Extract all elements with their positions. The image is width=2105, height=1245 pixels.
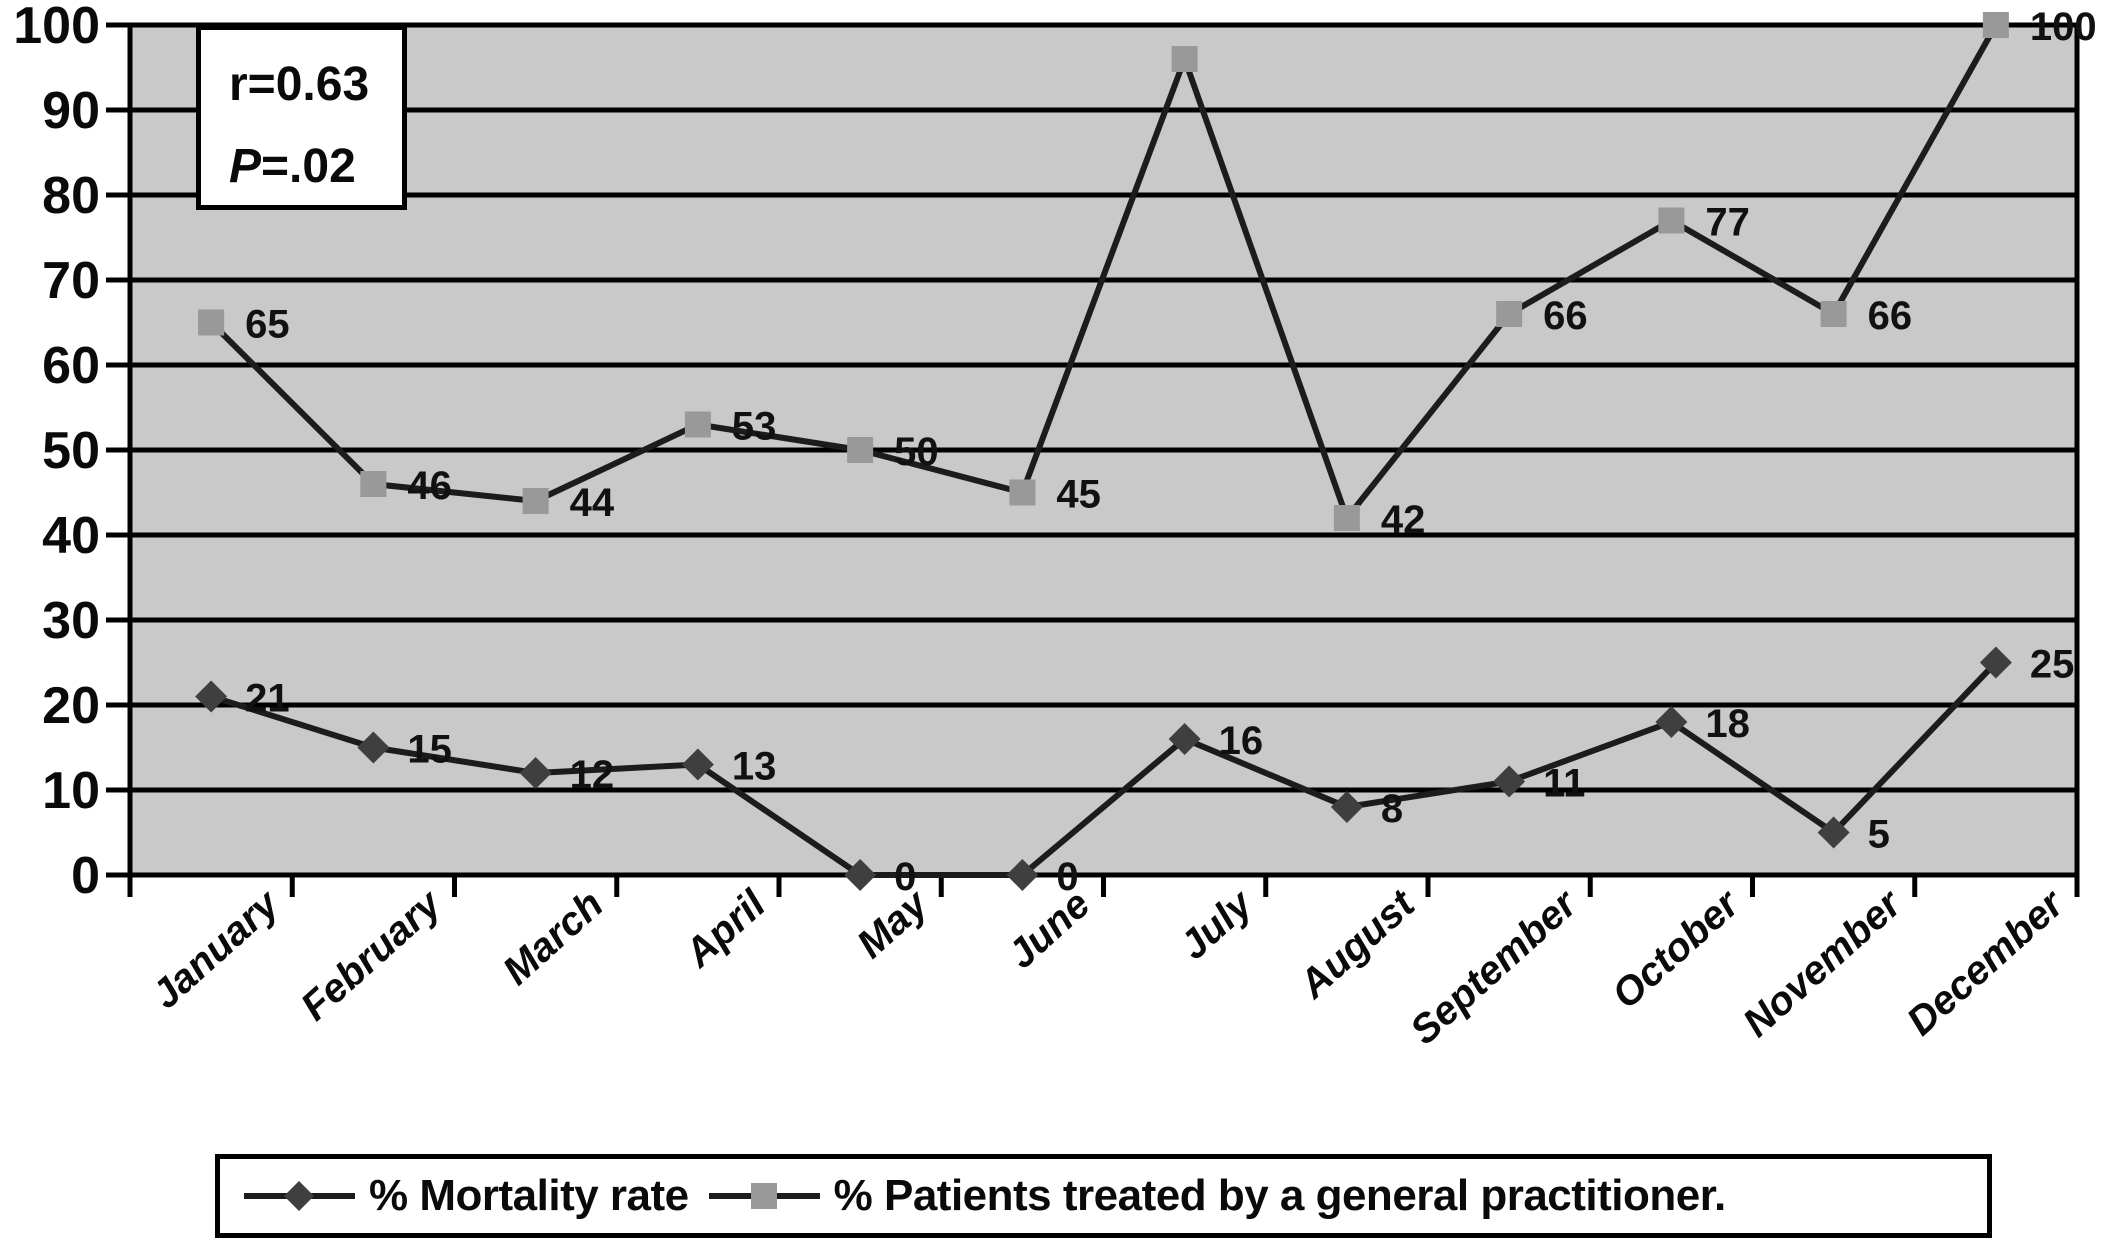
point-label: 50 — [894, 430, 939, 474]
diamond-marker-icon — [244, 1181, 355, 1211]
point-label: 15 — [407, 728, 452, 772]
diamond-marker — [1006, 859, 1039, 891]
x-tick-label: September — [1402, 880, 1587, 1053]
square-marker — [1658, 207, 1685, 234]
point-label: 66 — [1868, 294, 1913, 338]
y-tick-label: 50 — [42, 422, 100, 480]
point-label: 0 — [894, 855, 916, 899]
point-label: 66 — [1543, 294, 1588, 338]
point-label: 5 — [1868, 813, 1890, 857]
point-label: 0 — [1056, 855, 1078, 899]
y-tick-label: 70 — [42, 252, 100, 310]
point-label: 46 — [407, 464, 452, 508]
point-label: 11 — [1543, 762, 1585, 806]
square-marker-icon — [708, 1183, 820, 1209]
y-tick-label: 80 — [42, 167, 100, 225]
diamond-marker — [195, 680, 228, 713]
diamond-marker — [519, 757, 552, 789]
legend-label-mortality: % Mortality rate — [369, 1171, 689, 1220]
point-label: 16 — [1219, 719, 1264, 763]
square-marker — [684, 411, 711, 438]
annotation-box: r=0.63 P=.02 — [196, 25, 407, 210]
legend: % Mortality rate % Patients treated by a… — [215, 1154, 1992, 1238]
square-marker — [1171, 46, 1198, 72]
square-marker — [522, 488, 549, 514]
diamond-marker — [1817, 816, 1850, 849]
y-tick-label: 30 — [42, 592, 100, 650]
x-tick-label: February — [293, 881, 451, 1029]
point-label: 8 — [1381, 787, 1403, 831]
square-marker — [847, 437, 874, 463]
point-label: 13 — [732, 745, 777, 789]
x-tick-label: June — [1000, 882, 1099, 977]
diamond-marker — [1168, 723, 1201, 755]
y-tick-label: 60 — [42, 337, 100, 395]
point-label: 21 — [245, 677, 290, 721]
point-label: 44 — [570, 481, 615, 525]
y-tick-label: 0 — [71, 847, 100, 905]
legend-item-gp: % Patients treated by a general practiti… — [707, 1171, 1726, 1221]
diamond-marker — [1655, 706, 1688, 738]
series-line — [209, 23, 1999, 525]
point-label: 65 — [245, 303, 290, 347]
point-label: 45 — [1056, 473, 1101, 517]
y-tick-label: 90 — [42, 82, 100, 140]
y-tick-label: 20 — [42, 677, 100, 735]
p-value: =.02 — [261, 140, 356, 193]
diamond-marker — [1979, 646, 2012, 679]
square-marker — [1820, 301, 1847, 327]
legend-label-gp: % Patients treated by a general practiti… — [833, 1171, 1727, 1220]
y-tick-label: 40 — [42, 507, 100, 565]
x-tick-label: March — [495, 882, 612, 994]
point-label: 53 — [732, 405, 777, 449]
x-tick-label: December — [1899, 880, 2074, 1044]
diamond-marker — [844, 859, 877, 891]
square-marker — [1982, 12, 2009, 38]
x-tick-label: January — [144, 881, 289, 1018]
diamond-marker — [357, 731, 390, 764]
diamond-marker — [1493, 765, 1526, 798]
x-tick-label: August — [1290, 881, 1424, 1008]
square-marker — [1496, 301, 1523, 327]
point-label: 12 — [570, 753, 615, 797]
legend-item-mortality: % Mortality rate — [242, 1171, 689, 1221]
p-symbol: P — [229, 140, 262, 193]
point-label: 42 — [1381, 498, 1426, 542]
p-value-line: P=.02 — [229, 126, 402, 208]
diamond-marker — [1330, 791, 1363, 823]
square-marker — [198, 309, 225, 336]
series-line — [210, 660, 1999, 878]
x-tick-label: October — [1604, 880, 1749, 1017]
square-marker — [360, 471, 387, 497]
y-tick-label: 100 — [13, 0, 100, 55]
diamond-marker — [681, 748, 714, 781]
square-marker — [1009, 479, 1036, 506]
r-value: r=0.63 — [229, 58, 370, 111]
x-tick-label: July — [1172, 881, 1262, 968]
point-label: 100 — [2030, 5, 2097, 49]
point-label: 25 — [2030, 643, 2075, 687]
y-tick-label: 10 — [42, 762, 100, 820]
point-label: 18 — [1705, 702, 1750, 746]
x-tick-label: November — [1735, 880, 1912, 1045]
point-label: 77 — [1705, 201, 1750, 245]
square-marker — [1333, 505, 1360, 531]
x-tick-label: April — [676, 881, 775, 976]
correlation-value: r=0.63 — [229, 44, 402, 126]
